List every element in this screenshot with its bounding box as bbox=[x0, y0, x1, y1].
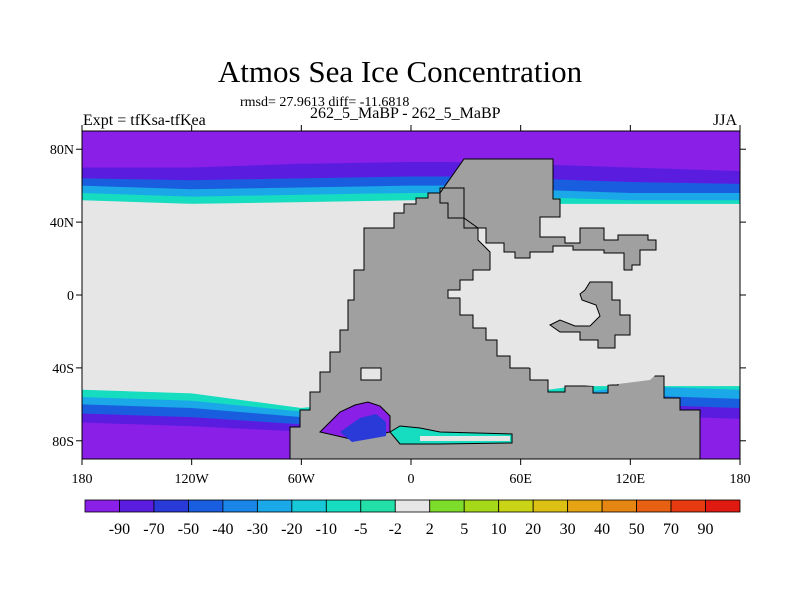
x-tick-label: 120E bbox=[616, 472, 646, 487]
colorbar-label: 30 bbox=[560, 521, 576, 538]
colorbar-label: -10 bbox=[316, 521, 337, 538]
x-tick-label: 60W bbox=[288, 472, 316, 487]
colorbar-swatch bbox=[705, 499, 741, 513]
colorbar-swatch bbox=[119, 499, 155, 513]
colorbar-label: 5 bbox=[460, 521, 468, 538]
colorbar-label: -20 bbox=[281, 521, 302, 538]
y-tick-label: 80N bbox=[50, 143, 74, 158]
colorbar-swatch bbox=[532, 499, 569, 513]
y-tick-label: 0 bbox=[67, 289, 74, 304]
interior-sea-core bbox=[340, 414, 386, 442]
colorbar-swatch bbox=[256, 499, 293, 513]
chart-title: Atmos Sea Ice Concentration bbox=[217, 54, 583, 89]
y-tick-label: 40N bbox=[50, 216, 74, 231]
colorbar-swatch bbox=[360, 499, 396, 513]
colorbar-swatch bbox=[670, 499, 706, 513]
colorbar-label: -70 bbox=[143, 521, 164, 538]
colorbar-swatch bbox=[153, 499, 189, 513]
colorbar-swatch bbox=[84, 499, 120, 513]
colorbar: -90 -70 -50 -40 -30 -20 -10 -5 -2 2 5 10 20 30 40 50 70 9… bbox=[84, 499, 741, 538]
colorbar-label: -90 bbox=[109, 521, 130, 538]
y-tick-label: 80S bbox=[52, 435, 74, 450]
colorbar-swatch bbox=[222, 499, 258, 513]
colorbar-label: -30 bbox=[247, 521, 268, 538]
inland-lake bbox=[360, 367, 382, 381]
x-tick-label: 180 bbox=[730, 472, 751, 487]
colorbar-label: 40 bbox=[594, 521, 610, 538]
colorbar-label: -50 bbox=[178, 521, 199, 538]
interior-sea-neutral bbox=[420, 436, 510, 441]
colorbar-swatch bbox=[636, 499, 672, 513]
colorbar-swatch bbox=[291, 499, 327, 513]
experiment-label: Expt = tfKsa-tfKea bbox=[83, 112, 206, 129]
colorbar-label: 50 bbox=[629, 521, 645, 538]
colorbar-swatch bbox=[325, 499, 362, 513]
colorbar-label: -40 bbox=[212, 521, 233, 538]
colorbar-label: -2 bbox=[389, 521, 402, 538]
stats-line: rmsd= 27.9613 diff= -11.6818 bbox=[240, 95, 410, 110]
colorbar-label: 70 bbox=[663, 521, 679, 538]
colorbar-label: 90 bbox=[698, 521, 714, 538]
plot-area bbox=[81, 130, 741, 460]
colorbar-label: 10 bbox=[491, 521, 507, 538]
tethys-bay bbox=[460, 256, 672, 386]
colorbar-label: 20 bbox=[525, 521, 541, 538]
colorbar-swatch bbox=[601, 499, 637, 513]
field-layer bbox=[82, 131, 740, 459]
colorbar-swatch bbox=[463, 499, 500, 513]
x-tick-label: 120W bbox=[175, 472, 210, 487]
axis-ticks: 180 120W 60W 0 60E 120E 180 80N 40N 0 40S 80S bbox=[50, 125, 751, 487]
season-label: JJA bbox=[713, 112, 738, 129]
colorbar-swatch bbox=[498, 499, 534, 513]
chart-subtitle: 262_5_MaBP - 262_5_MaBP bbox=[310, 105, 501, 122]
colorbar-label: -5 bbox=[354, 521, 367, 538]
colorbar-swatch bbox=[188, 499, 224, 513]
x-tick-label: 60E bbox=[509, 472, 532, 487]
colorbar-swatch bbox=[429, 499, 465, 513]
colorbar-swatch bbox=[394, 499, 431, 513]
north-ice-band-4 bbox=[82, 131, 740, 172]
x-tick-label: 180 bbox=[72, 472, 93, 487]
tethys-island bbox=[549, 281, 631, 349]
colorbar-swatch bbox=[567, 499, 603, 513]
x-tick-label: 0 bbox=[408, 472, 415, 487]
y-tick-label: 40S bbox=[52, 362, 74, 377]
colorbar-label: 2 bbox=[426, 521, 434, 538]
